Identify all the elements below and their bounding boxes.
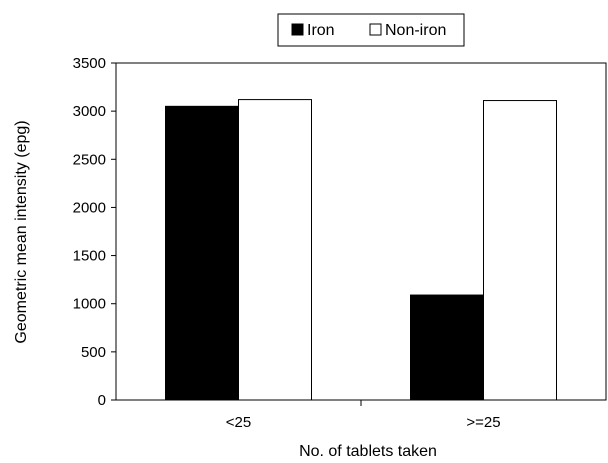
x-tick-label: <25: [226, 414, 251, 431]
legend-swatch-non-iron: [369, 23, 382, 36]
x-tick-label: >=25: [466, 414, 500, 431]
y-tick-label: 1500: [73, 248, 106, 265]
bars: [165, 99, 557, 401]
y-tick-label: 3000: [73, 103, 106, 120]
bar-iron-2: [410, 294, 484, 401]
y-tick-label: 0: [98, 392, 106, 409]
y-tick-label: 3500: [73, 55, 106, 72]
legend-swatch-iron: [291, 23, 304, 36]
legend: Iron Non-iron: [277, 13, 465, 47]
y-tick-label: 2000: [73, 199, 106, 216]
legend-label-iron: Iron: [307, 22, 335, 39]
x-axis-label: No. of tablets taken: [299, 443, 437, 460]
y-tick-label: 2500: [73, 151, 106, 168]
y-tick-label: 500: [81, 344, 106, 361]
ticks: 0 500 1000 1500 2000 2500 3000 3500 <25 >=25: [73, 55, 501, 431]
y-axis-label: Geometric mean intensity (epg): [13, 120, 30, 343]
bar-non-iron-2: [483, 100, 557, 401]
bar-iron-1: [165, 105, 239, 401]
y-tick-label: 1000: [73, 296, 106, 313]
legend-label-non-iron: Non-iron: [385, 22, 446, 39]
bar-non-iron-1: [238, 99, 312, 401]
